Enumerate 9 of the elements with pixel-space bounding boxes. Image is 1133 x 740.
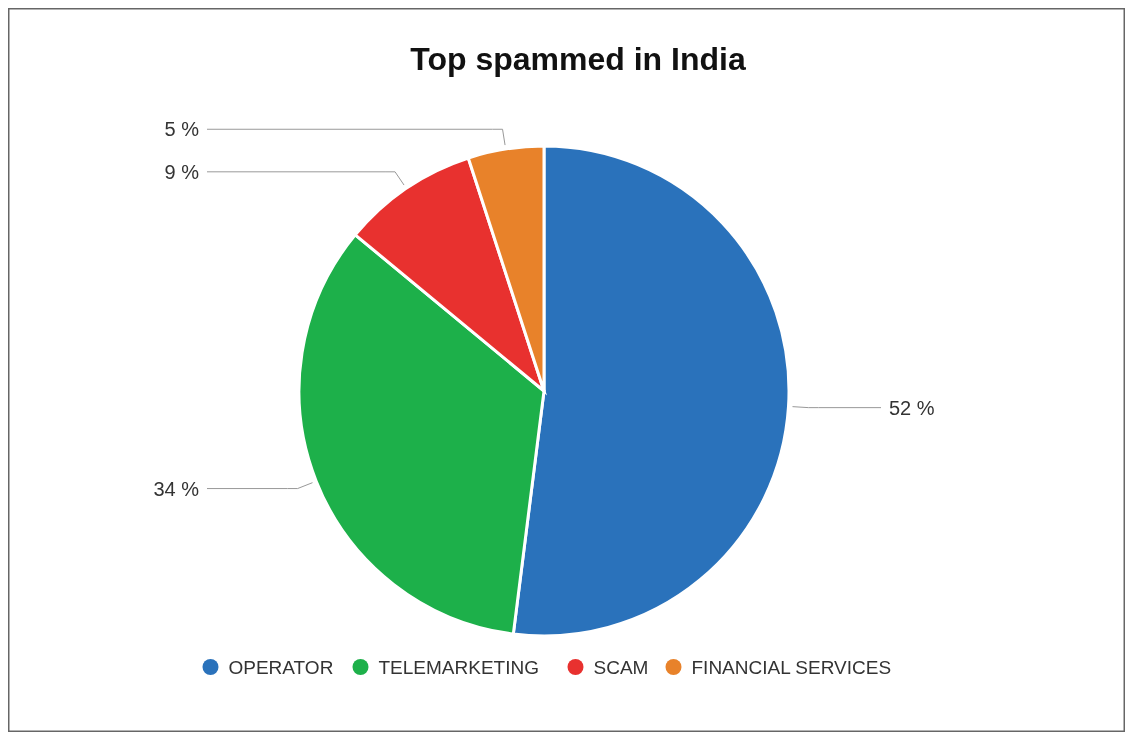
legend-label: SCAM — [593, 657, 649, 678]
data-label: 34 % — [153, 477, 200, 500]
legend-label: TELEMARKETING — [378, 657, 539, 678]
legend-label: OPERATOR — [228, 657, 334, 678]
legend-label: FINANCIAL SERVICES — [691, 657, 892, 678]
data-label: 9 % — [164, 160, 200, 183]
data-label: 5 % — [164, 118, 200, 141]
chart-title: Top spammed in India — [410, 41, 746, 77]
data-label: 52 % — [889, 396, 935, 419]
